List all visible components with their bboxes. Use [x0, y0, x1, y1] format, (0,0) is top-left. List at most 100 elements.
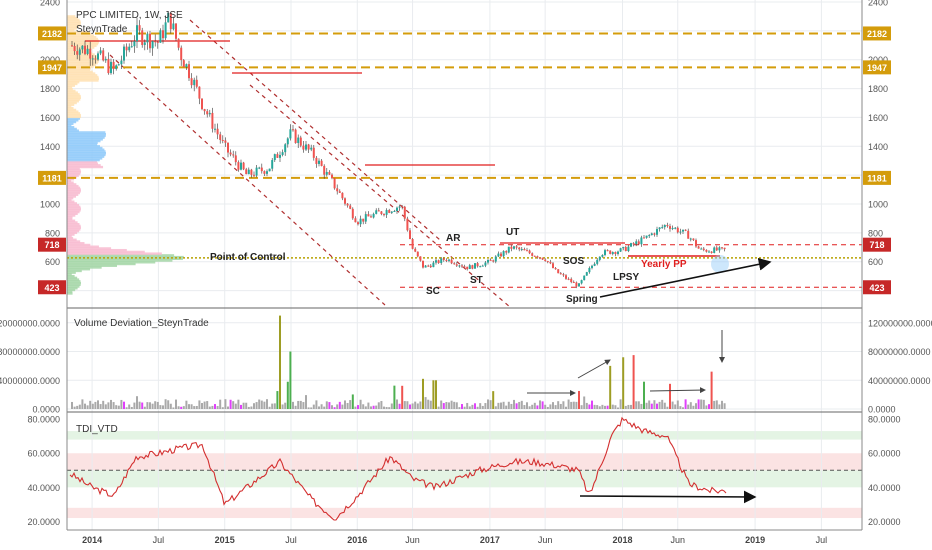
candle-body [458, 265, 461, 267]
level-badge-left-2182: 2182 [42, 29, 62, 39]
candle-body [214, 128, 216, 130]
candle-body [289, 129, 292, 139]
volume-profile-bar [67, 58, 99, 61]
volume-profile-bar [67, 74, 98, 77]
volume-bar [234, 403, 237, 409]
candle-body [671, 227, 674, 229]
volume-bar [471, 404, 474, 409]
volume-profile-bar [67, 174, 79, 177]
volume-profile-bar [67, 124, 72, 127]
volume-bar [648, 400, 651, 409]
candle-body [650, 233, 653, 236]
candle-body [385, 210, 388, 215]
volume-bar [227, 406, 229, 409]
candle-body [702, 248, 705, 250]
candle-body [380, 211, 383, 215]
volume-bar [507, 401, 510, 409]
volume-profile-bar [67, 70, 93, 74]
candle-body [546, 261, 549, 263]
chart-title: PPC LIMITED, 1W, JSE [76, 10, 183, 21]
volume-bar [565, 406, 567, 409]
candle-body [86, 48, 89, 54]
price-tick-left-3: 1800 [40, 84, 60, 94]
volume-profile-bar [67, 179, 72, 183]
candle-body [562, 274, 565, 276]
candle-body [320, 160, 323, 166]
volume-profile-bar [67, 271, 76, 274]
tdi-band-lower-green [67, 470, 862, 488]
price-panel-bg [67, 0, 862, 307]
volume-bar [546, 406, 549, 409]
candle-body [658, 227, 661, 230]
candle-body [507, 246, 510, 253]
level-badge-left-bg [38, 170, 66, 185]
volume-bar [442, 403, 445, 409]
candle-body [367, 214, 370, 217]
volume-bar [705, 405, 708, 409]
candle-body [185, 64, 188, 68]
tdi-band-upper-red [67, 453, 862, 471]
volume-bar [159, 405, 162, 409]
volume-bar [637, 401, 640, 409]
candle-body [323, 165, 326, 175]
volume-bar [271, 403, 274, 409]
volume-bar [700, 399, 703, 409]
spring-label: Spring [566, 294, 598, 305]
level-badge-left-1181: 1181 [42, 173, 62, 183]
price-tick-left-7: 1000 [40, 200, 60, 210]
time-axis-labels: 2014 Jul 2015 Jul 2016 Jun 2017 Jun 2018 Jun 2019 J… [82, 535, 827, 545]
volume-profile-bar [67, 146, 103, 150]
candle-body [474, 263, 476, 269]
ut-label: UT [506, 227, 519, 238]
candle-body [669, 226, 671, 229]
volume-bar [710, 371, 713, 409]
volume-profile-bar [67, 98, 81, 101]
volume-profile-bar [67, 212, 78, 216]
candle-body [591, 265, 593, 268]
volume-profile-bar [67, 20, 81, 23]
candle-body [253, 174, 255, 176]
candle-body [708, 251, 710, 253]
volume-profile-bar [67, 238, 77, 241]
candle-body [432, 262, 435, 268]
volume-bar [357, 405, 359, 409]
candle-body [219, 134, 222, 140]
volume-bar [643, 381, 645, 409]
candle-body [494, 256, 497, 262]
volume-bar [237, 399, 240, 409]
candle-body [237, 162, 240, 170]
candle-body [536, 256, 539, 258]
volume-bar [624, 405, 627, 409]
volume-profile-bar [67, 233, 75, 236]
candle-body [500, 253, 502, 257]
candle-body [102, 50, 105, 61]
volume-bar [125, 407, 128, 409]
volume-bar [510, 403, 513, 409]
volume-profile-bar [67, 87, 73, 91]
candle-body [559, 273, 562, 275]
volume-bar [245, 402, 248, 409]
candle-body [627, 246, 630, 252]
candle-body [115, 65, 118, 69]
volume-profile-bar [67, 210, 80, 214]
volume-profile-bar [67, 67, 91, 70]
candle-body [203, 109, 206, 112]
candle-body [276, 154, 279, 158]
candle-body [341, 192, 344, 199]
volume-bar [388, 407, 391, 409]
volume-bar [211, 405, 214, 409]
volume-bar [214, 404, 216, 409]
volume-bar [406, 401, 409, 409]
volume-bar [687, 404, 690, 409]
candle-body [344, 198, 346, 204]
volume-profile-bar [67, 143, 98, 146]
volume-bar [492, 391, 495, 409]
volume-bar [97, 400, 99, 409]
volume-bar [583, 396, 586, 409]
candle-body [661, 227, 664, 229]
candle-body [476, 263, 479, 267]
volume-bar [260, 400, 263, 409]
price-candles [71, 11, 726, 289]
volume-profile-bar [67, 18, 80, 22]
